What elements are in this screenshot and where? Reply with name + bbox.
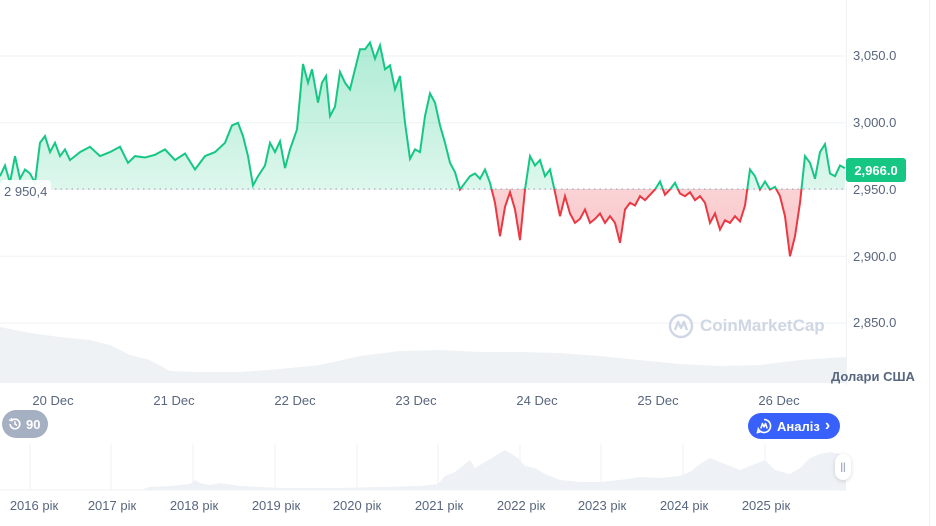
price-chart[interactable] (0, 0, 846, 390)
x-tick: 20 Dec (32, 393, 74, 408)
cmc-ai-icon (756, 418, 772, 434)
x-tick: 24 Dec (516, 393, 558, 408)
price-line-above (0, 40, 846, 189)
navigator-area (0, 450, 846, 490)
analysis-button-label: Аналіз (777, 418, 820, 434)
year-tick: 2025 рік (741, 498, 791, 513)
year-tick: 2024 рік (659, 498, 709, 513)
x-tick: 21 Dec (153, 393, 195, 408)
range-badge-value: 90 (26, 416, 41, 432)
year-tick: 2023 рік (577, 498, 627, 513)
year-tick: 2022 рік (496, 498, 546, 513)
x-tick: 22 Dec (274, 393, 316, 408)
baseline-price-label: 2 950,4 (0, 180, 52, 203)
y-axis-divider (846, 0, 847, 385)
area-below-baseline (459, 188, 802, 257)
currency-label: Долари США (831, 369, 915, 384)
year-tick: 2018 рік (169, 498, 219, 513)
area-above-baseline (0, 42, 845, 189)
year-tick: 2016 рік (9, 498, 59, 513)
navigator-chart[interactable] (0, 444, 846, 492)
volume-area (0, 327, 846, 383)
y-tick: 2,900.0 (853, 249, 897, 264)
history-icon (8, 417, 21, 430)
analysis-button[interactable]: Аналіз › (748, 413, 841, 439)
year-tick: 2017 рік (87, 498, 137, 513)
year-tick: 2021 рік (414, 498, 464, 513)
panel-border (929, 0, 930, 526)
year-tick: 2019 рік (251, 498, 301, 513)
chevron-right-icon: › (824, 417, 831, 434)
x-tick: 25 Dec (637, 393, 679, 408)
navigator-handle[interactable]: || (835, 454, 851, 480)
y-tick: 3,050.0 (853, 48, 897, 63)
price-line-below (458, 188, 803, 257)
current-price-badge: 2,966.0 (846, 158, 906, 182)
range-badge[interactable]: 90 (2, 410, 49, 438)
x-tick: 23 Dec (395, 393, 437, 408)
x-tick: 26 Dec (758, 393, 800, 408)
watermark: CoinMarketCap (668, 313, 825, 339)
watermark-text: CoinMarketCap (700, 316, 825, 335)
y-tick: 3,000.0 (853, 115, 897, 130)
y-tick: 2,950.0 (853, 182, 897, 197)
y-tick: 2,850.0 (853, 315, 897, 330)
coinmarketcap-logo-icon (668, 313, 694, 339)
year-tick: 2020 рік (332, 498, 382, 513)
